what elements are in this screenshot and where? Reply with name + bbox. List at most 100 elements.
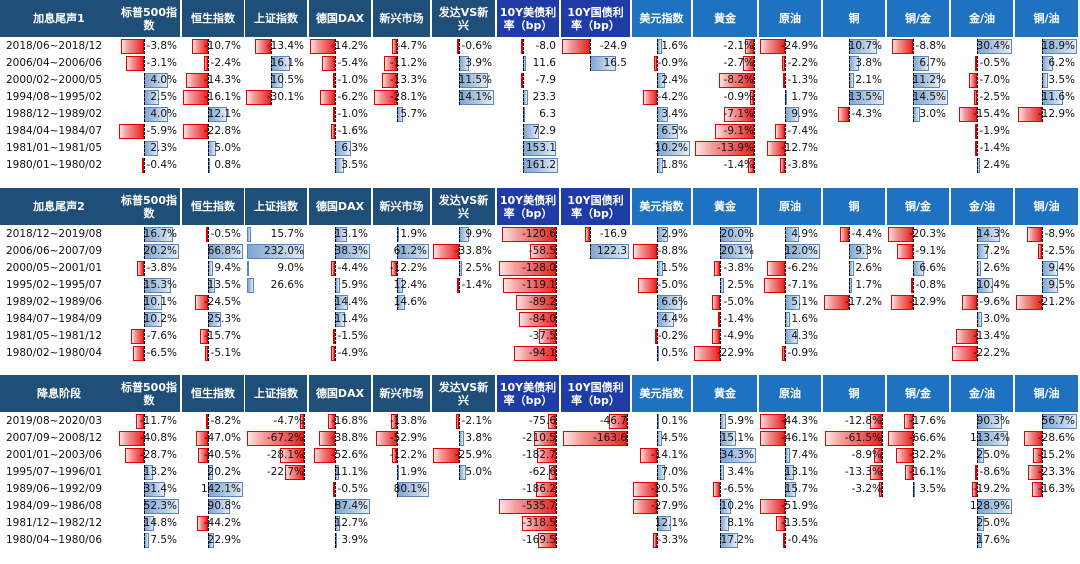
negative-bar [712, 329, 720, 344]
cell-value: -5.1% [210, 347, 241, 359]
zero-axis [1042, 90, 1043, 105]
cell-value: 22.9% [207, 534, 241, 546]
zero-axis [785, 312, 786, 327]
cell-value: -23.3% [1037, 466, 1075, 478]
value-cell: 12.1% [183, 107, 243, 122]
negative-bar [694, 346, 720, 361]
column-header: 铜/油 [1015, 0, 1078, 37]
cell-value: -169.5 [522, 534, 556, 546]
cell-value: -1.9% [979, 125, 1010, 137]
value-cell: -14.2% [310, 39, 370, 54]
value-cell: -2.5% [952, 90, 1012, 105]
value-cell: 6.5% [633, 124, 690, 139]
value-cell: -28.6% [1016, 431, 1077, 446]
negative-bar [975, 124, 977, 139]
zero-axis [335, 278, 336, 293]
cell-value: -12.2% [389, 449, 427, 461]
cell-value: 4.0% [150, 74, 177, 86]
column-header: 美元指数 [632, 188, 691, 225]
table-row: 2019/08~2020/03 -11.7% -8.2% -4.7% -16.8% -13… [0, 413, 1080, 430]
value-cell: 6.7% [888, 56, 948, 71]
negative-bar [331, 124, 335, 139]
zero-axis [335, 448, 336, 463]
value-cell: 2.6% [952, 261, 1012, 276]
negative-bar [892, 39, 913, 54]
value-cell: -16.1% [183, 90, 243, 105]
zero-axis [335, 499, 336, 514]
cell-value: -7.4% [787, 125, 818, 137]
cell-value: -47.0% [203, 432, 241, 444]
value-cell: 15.1% [694, 431, 756, 446]
zero-axis [144, 261, 145, 276]
cell-value: 52.3% [143, 500, 177, 512]
zero-axis [335, 39, 336, 54]
cell-value: -15.4% [972, 108, 1010, 120]
zero-axis [849, 73, 850, 88]
cell-value: -75.6 [528, 415, 556, 427]
value-cell: -12.7% [760, 141, 820, 156]
value-cell: -24.9% [760, 39, 820, 54]
section-title: 加息尾声2 [0, 188, 118, 225]
cell-value: -210.5 [522, 432, 556, 444]
cell-value: -2.5% [1044, 245, 1075, 257]
cell-value: 9.9% [791, 108, 818, 120]
cell-value: -9.1% [915, 245, 946, 257]
zero-axis [144, 499, 145, 514]
value-cell: 6.3 [498, 107, 558, 122]
zero-axis [977, 516, 978, 531]
cell-value: 2.4% [983, 159, 1010, 171]
period-label: 2018/06~2018/12 [6, 40, 103, 52]
value-cell: -13.3% [824, 465, 884, 480]
zero-axis [523, 124, 524, 139]
table-row: 2007/09~2008/12 -40.8% -47.0% -67.2% -38.8% -… [0, 430, 1080, 447]
zero-axis [335, 465, 336, 480]
zero-axis [208, 261, 209, 276]
cell-value: 113.4% [969, 432, 1010, 444]
value-cell: 13.2% [119, 465, 179, 480]
value-cell: 1.6% [760, 312, 820, 327]
value-cell: -1.0% [310, 73, 370, 88]
value-cell: -318.5 [498, 516, 558, 531]
cell-value: 5.1% [791, 296, 818, 308]
zero-axis [657, 73, 658, 88]
value-cell: 14.8% [119, 516, 179, 531]
zero-axis [304, 448, 305, 463]
cell-value: -8.0 [535, 40, 557, 52]
zero-axis [1042, 107, 1043, 122]
column-header: 铜/油 [1015, 375, 1078, 412]
negative-bar [745, 39, 754, 54]
zero-axis [913, 482, 914, 497]
value-cell: -27.9% [633, 499, 690, 514]
cell-value: -1.4% [979, 142, 1010, 154]
zero-axis [720, 482, 721, 497]
cell-value: 1.7% [855, 279, 882, 291]
cell-value: -13.8% [389, 415, 427, 427]
zero-axis [1042, 482, 1043, 497]
cell-value: 15.7% [784, 483, 818, 495]
cell-value: -9.6% [979, 296, 1010, 308]
value-cell: 10.1% [119, 295, 179, 310]
cell-value: -8.2% [210, 415, 241, 427]
zero-axis [785, 499, 786, 514]
zero-axis [556, 431, 557, 446]
value-cell: -4.3% [824, 107, 884, 122]
zero-axis [657, 107, 658, 122]
value-cell: -89.2 [498, 295, 558, 310]
table-row: 2018/06~2018/12 -3.8% -10.7% -13.4% -14.2% -4… [0, 38, 1080, 55]
value-cell: 11.5% [433, 73, 494, 88]
cell-value: 7.5% [150, 534, 177, 546]
cell-value: -17.2% [844, 296, 882, 308]
cell-value: -3.8% [787, 159, 818, 171]
cell-value: -8.8% [657, 245, 688, 257]
cell-value: -0.9% [657, 57, 688, 69]
value-cell: 161.2 [498, 158, 558, 173]
negative-bar [280, 448, 304, 463]
value-cell: 61.2% [374, 244, 429, 259]
cell-value: 72.9 [532, 125, 556, 137]
column-header: 10Y美债利率（bp） [497, 0, 559, 37]
value-cell: -4.9% [694, 329, 756, 344]
value-cell: -12.9% [888, 295, 948, 310]
value-cell: -2.4% [183, 56, 243, 71]
cell-value: 6.3 [539, 108, 556, 120]
value-cell: -1.0% [310, 107, 370, 122]
